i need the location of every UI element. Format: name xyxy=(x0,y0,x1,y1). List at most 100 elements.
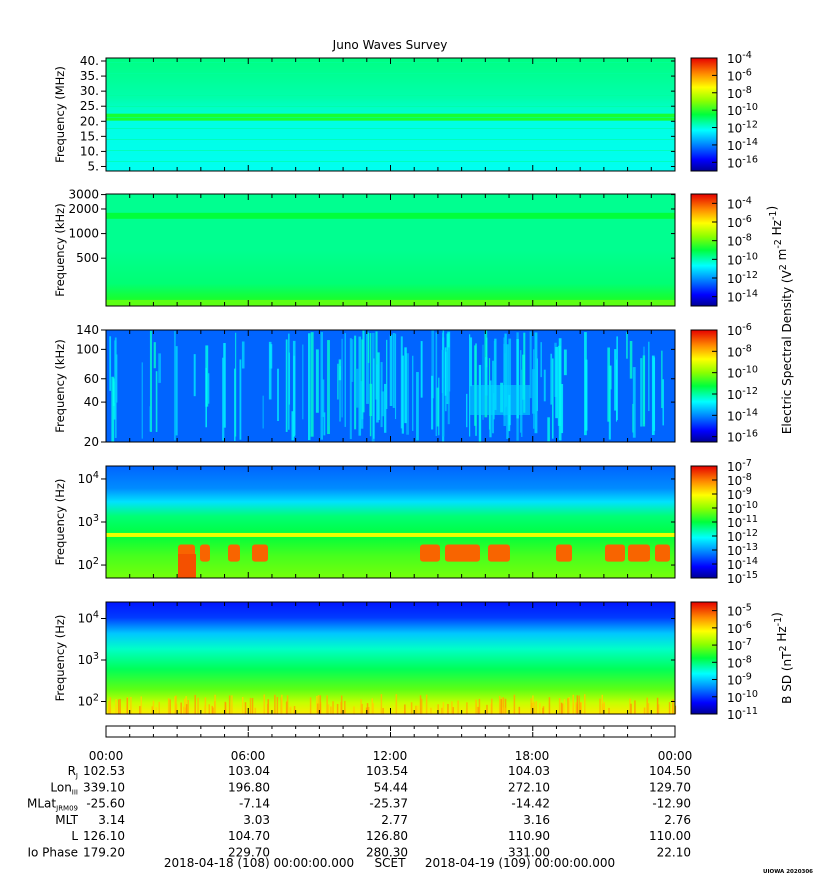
x-ticks xyxy=(105,330,676,442)
ephemeris-value: 3.16 xyxy=(523,813,550,827)
ephemeris-value: 102.53 xyxy=(83,764,125,778)
ephemeris-label: MLatJRM09 xyxy=(27,797,78,813)
y-tick-label: 20 xyxy=(84,435,99,449)
ephemeris-value: 229.70 xyxy=(228,846,270,860)
ephemeris-value: 339.10 xyxy=(83,780,125,794)
x-ticks xyxy=(105,602,676,714)
colorbar-label: 10-12 xyxy=(727,386,758,402)
ephemeris-value: -14.42 xyxy=(511,797,550,811)
low-frequency-spikes xyxy=(108,694,677,714)
colorbar-label: 10-14 xyxy=(727,556,758,572)
colorbar-label: 10-5 xyxy=(727,603,752,619)
colorbar: 10-710-810-910-1010-1110-1210-1310-1410-… xyxy=(690,458,758,586)
ephemeris-value: 110.90 xyxy=(508,829,550,843)
y-axis: 20 40 60 100 140 Frequency (kHz) xyxy=(53,323,675,449)
ephemeris-value: 196.80 xyxy=(228,780,270,794)
ephemeris-row: LonIII 339.10 196.80 54.44 272.10 129.70 xyxy=(50,780,691,796)
y-tick-label: 15. xyxy=(80,129,99,143)
ephemeris-value: 280.30 xyxy=(366,846,408,860)
panel-lf-khz: 20 40 60 100 140 Frequency (kHz) 10-6 10-8 10-10… xyxy=(53,322,758,449)
ephemeris-value: 129.70 xyxy=(649,780,691,794)
colorbar-label: 10-4 xyxy=(727,195,752,211)
ephemeris-value: 54.44 xyxy=(374,780,408,794)
footer-scet-label: SCET xyxy=(375,856,407,870)
colorbar-label: 10-4 xyxy=(727,50,752,66)
ephemeris-label: MLT xyxy=(55,813,78,827)
colorbar-label: 10-8 xyxy=(727,85,752,101)
ephemeris-label: LonIII xyxy=(50,780,78,796)
x-ticks xyxy=(105,58,676,171)
y-axis: 102 103 104 Frequency (Hz) xyxy=(53,470,675,572)
colorbar-label: 10-8 xyxy=(727,654,752,670)
panel-vlf-hz: 102 103 104 Frequency (Hz) 10-710-810-910-10… xyxy=(53,458,758,586)
y-tick-label: 5. xyxy=(88,159,99,173)
ephemeris-label: Io Phase xyxy=(27,846,78,860)
colorbar-label: 10-9 xyxy=(727,672,752,688)
y-axis: 5.10.15.20.25.30.35.40. Frequency (MHz) xyxy=(53,54,675,173)
ephemeris-value: 104.50 xyxy=(649,764,691,778)
ephemeris-value: 179.20 xyxy=(83,846,125,860)
ephemeris-value: 104.03 xyxy=(508,764,550,778)
ephemeris-value: -25.60 xyxy=(86,797,125,811)
y-tick-label: 102 xyxy=(78,556,99,572)
colorbar-label: 10-10 xyxy=(727,102,758,118)
colorbar-label: 10-10 xyxy=(727,689,758,705)
time-tick-label: 12:00 xyxy=(373,749,408,763)
colorbar-label: 10-12 xyxy=(727,120,758,136)
y-tick-label: 103 xyxy=(78,651,99,667)
panel-hf-mhz: 5.10.15.20.25.30.35.40. Frequency (MHz) 10… xyxy=(53,50,758,173)
ephemeris-value: 126.80 xyxy=(366,829,408,843)
colorbar: 10-6 10-8 10-10 10-12 10-14 10-16 xyxy=(690,322,758,445)
y-tick-label: 100 xyxy=(76,342,99,356)
ephemeris-value: 22.10 xyxy=(657,846,691,860)
spectrogram-image xyxy=(106,602,677,714)
colorbar-label: 10-15 xyxy=(727,570,758,586)
y-tick-label: 35. xyxy=(80,69,99,83)
y-axis-label: Frequency (kHz) xyxy=(53,203,67,296)
ephemeris-value: 103.04 xyxy=(228,764,270,778)
spectrogram-image xyxy=(106,58,675,171)
y-axis: 102 103 104 Frequency (Hz) xyxy=(53,610,675,709)
colorbar-label: 10-16 xyxy=(727,154,758,170)
time-tick-label: 00:00 xyxy=(89,749,124,763)
time-axis: 00:00 06:00 12:00 18:00 00:00 xyxy=(89,725,692,763)
colorbar-label: 10-11 xyxy=(727,514,758,530)
y-tick-label: 2000 xyxy=(68,202,99,216)
ephemeris-row: RJ 102.53 103.04 103.54 104.03 104.50 xyxy=(68,764,691,780)
footer-end-time: 2018-04-19 (109) 00:00:00.000 xyxy=(425,856,615,870)
ephemeris-value: -7.14 xyxy=(239,797,270,811)
colorbar-label: 10-10 xyxy=(727,251,758,267)
y-axis-label: Frequency (Hz) xyxy=(53,479,67,566)
ephemeris-row: MLT 3.14 3.03 2.77 3.16 2.76 xyxy=(55,813,691,827)
colorbar-label: 10-8 xyxy=(727,233,752,249)
y-tick-label: 104 xyxy=(78,470,99,486)
hot-bursts xyxy=(178,544,670,578)
ephemeris-value: 126.10 xyxy=(83,829,125,843)
emission-streaks xyxy=(109,330,664,442)
colorbar-title: Electric Spectral Density (V2 m-2 Hz-1) xyxy=(765,206,794,434)
y-tick-label: 10. xyxy=(80,144,99,158)
y-tick-label: 140 xyxy=(76,323,99,337)
colorbar-label: 10-7 xyxy=(727,637,752,653)
x-ticks xyxy=(105,194,676,306)
spectrogram-image xyxy=(106,194,675,306)
ephemeris-row: MLatJRM09 -25.60 -7.14 -25.37 -14.42 -12.90 xyxy=(27,797,691,813)
y-tick-label: 20. xyxy=(80,114,99,128)
colorbar-label: 10-6 xyxy=(727,620,752,636)
colorbar-label: 10-12 xyxy=(727,528,758,544)
ephemeris-value: 3.03 xyxy=(243,813,270,827)
colorbar-label: 10-7 xyxy=(727,458,752,474)
ephemeris-value: 110.00 xyxy=(649,829,691,843)
ephemeris-table: RJ 102.53 103.04 103.54 104.03 104.50 LonIII 33… xyxy=(27,764,691,860)
ephemeris-value: -25.37 xyxy=(369,797,408,811)
y-tick-label: 1000 xyxy=(68,227,99,241)
y-axis-label: Frequency (kHz) xyxy=(53,339,67,432)
y-tick-label: 102 xyxy=(78,693,99,709)
colorbar-label: 10-14 xyxy=(727,407,758,423)
ephemeris-label: RJ xyxy=(68,764,78,780)
